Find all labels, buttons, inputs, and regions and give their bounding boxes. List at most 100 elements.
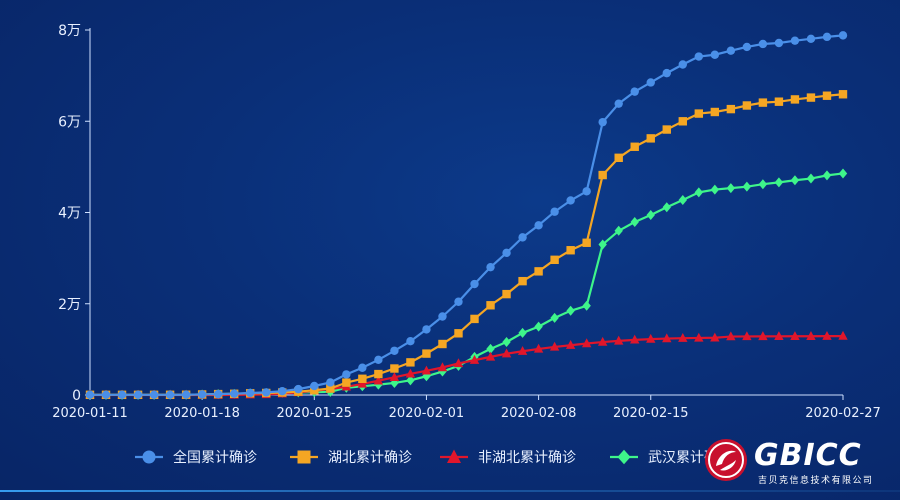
data-point [374, 355, 383, 365]
data-point [486, 262, 495, 272]
legend-marker [142, 450, 156, 464]
data-point [454, 329, 463, 338]
data-point [822, 330, 832, 340]
data-point [502, 336, 511, 347]
data-point [582, 238, 591, 247]
data-point [806, 331, 816, 340]
data-point [806, 34, 816, 44]
data-point [758, 179, 768, 190]
data-point [710, 50, 720, 59]
data-point [582, 187, 591, 196]
legend-item: 湖北累计确诊 [290, 450, 412, 466]
data-point [518, 327, 527, 338]
y-tick-label: 6万 [58, 114, 81, 130]
data-point [357, 378, 368, 388]
series-line [90, 334, 844, 397]
data-point [374, 369, 383, 379]
x-tick-label: 2020-02-08 [501, 406, 577, 421]
x-tick-label: 2020-02-01 [389, 406, 465, 421]
data-point [358, 374, 367, 383]
data-point [534, 221, 543, 230]
data-point [533, 343, 544, 353]
data-point [710, 107, 720, 117]
legend-item: 非湖北累计确诊 [440, 449, 576, 466]
data-point [694, 52, 704, 61]
data-point [421, 365, 432, 375]
data-point [614, 225, 623, 236]
data-point [310, 386, 319, 395]
data-point [486, 343, 495, 354]
data-point [822, 32, 832, 42]
data-point [358, 363, 367, 372]
data-point [694, 332, 704, 342]
data-point [742, 42, 752, 52]
data-point [630, 142, 639, 151]
data-point [437, 362, 448, 372]
data-point [133, 390, 143, 400]
data-point [630, 217, 639, 228]
series-1 [85, 31, 848, 400]
data-point [614, 153, 623, 163]
brand-logo-icon [705, 439, 747, 481]
data-point [710, 332, 720, 342]
data-point [470, 314, 479, 324]
legend-marker [617, 449, 631, 465]
x-tick-label: 2020-01-25 [277, 406, 353, 421]
data-point [213, 389, 223, 399]
data-point [662, 125, 671, 134]
data-point [726, 46, 736, 55]
y-tick-label: 2万 [58, 297, 81, 313]
data-point [726, 331, 736, 341]
data-point [806, 173, 816, 184]
data-point [710, 184, 720, 195]
data-point [838, 330, 848, 340]
y-tick-label: 0 [72, 388, 81, 404]
data-point [774, 177, 784, 188]
data-point [534, 267, 543, 276]
data-point [694, 109, 704, 118]
series-line [90, 34, 844, 396]
legend-marker [297, 450, 311, 464]
data-point [422, 349, 431, 358]
data-point [549, 341, 560, 351]
data-point [422, 325, 431, 334]
data-point [518, 233, 527, 242]
bottom-divider [0, 490, 900, 492]
data-point [790, 36, 800, 45]
data-point [774, 97, 784, 106]
data-point [85, 390, 95, 400]
data-point [790, 175, 800, 186]
data-point [758, 39, 768, 49]
series-2 [85, 90, 848, 400]
data-point [149, 390, 159, 400]
data-point [502, 289, 511, 299]
data-point [726, 183, 736, 194]
data-point [262, 388, 271, 397]
data-point [550, 207, 559, 216]
data-point [406, 375, 415, 386]
data-point [598, 170, 607, 180]
data-point [485, 351, 496, 361]
data-point [758, 98, 768, 107]
brand-watermark: GBICC 吉贝克信息技术有限公司 [702, 436, 882, 486]
data-point [246, 388, 255, 398]
data-point [597, 336, 608, 346]
series-3 [85, 330, 848, 399]
data-point [742, 101, 752, 110]
data-point [614, 335, 624, 345]
data-point [550, 255, 559, 265]
data-point [373, 375, 384, 385]
data-point [662, 333, 672, 343]
data-point [453, 358, 464, 368]
data-point [406, 337, 415, 346]
data-point [101, 390, 111, 400]
chart-series [85, 31, 848, 400]
data-point [646, 78, 655, 87]
data-point [454, 297, 463, 306]
legend-label: 全国累计确诊 [173, 449, 257, 466]
data-point [838, 31, 848, 40]
data-point [566, 246, 575, 255]
data-point [838, 168, 848, 179]
x-tick-label: 2020-01-18 [164, 406, 240, 421]
